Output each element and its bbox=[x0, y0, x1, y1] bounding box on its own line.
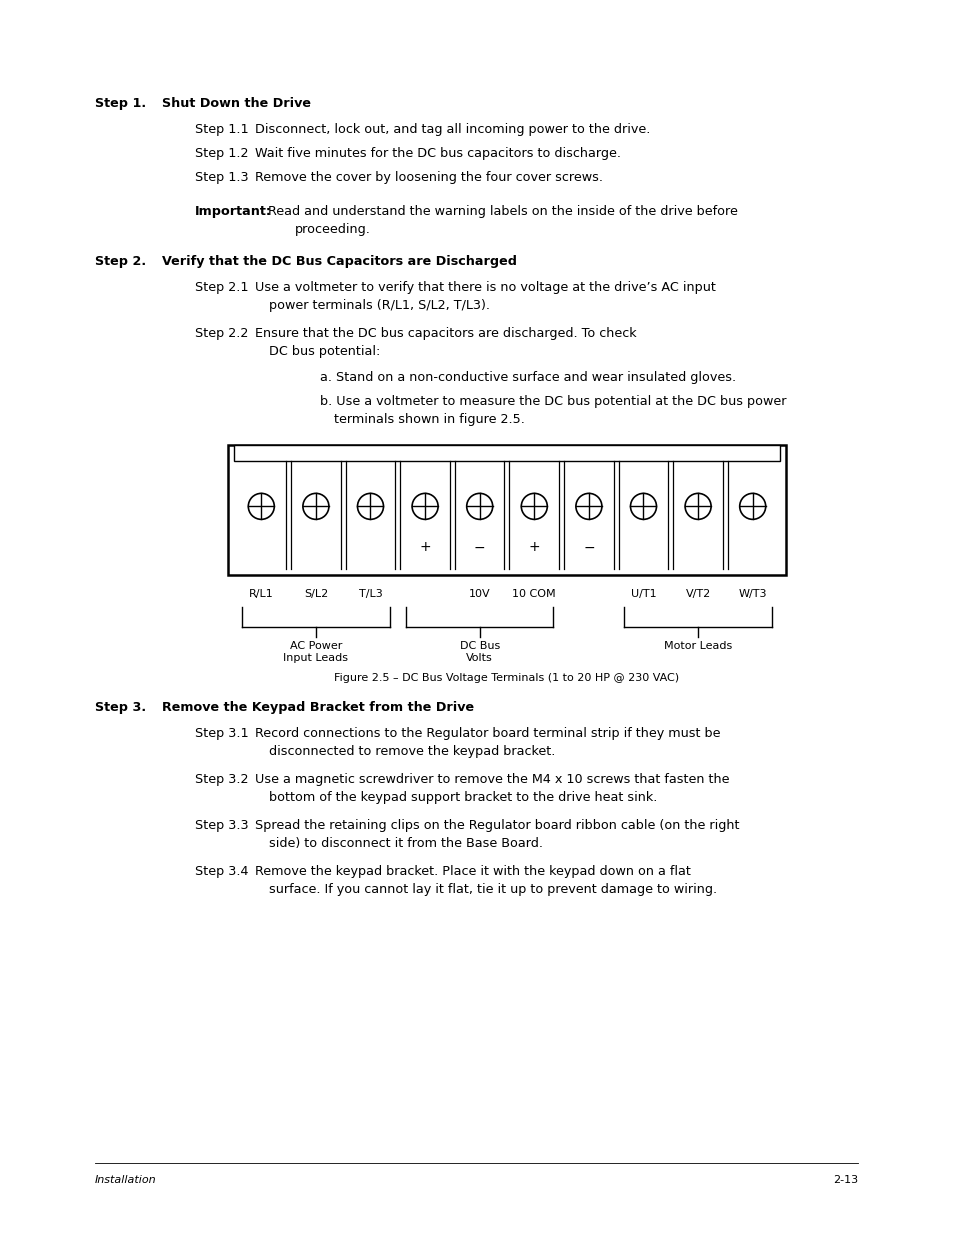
Text: +: + bbox=[419, 541, 431, 555]
Text: Step 3.2: Step 3.2 bbox=[194, 773, 248, 785]
Text: V/T2: V/T2 bbox=[685, 589, 710, 599]
Text: 10 COM: 10 COM bbox=[512, 589, 556, 599]
Text: +: + bbox=[528, 541, 539, 555]
Text: Verify that the DC Bus Capacitors are Discharged: Verify that the DC Bus Capacitors are Di… bbox=[162, 254, 517, 268]
Circle shape bbox=[466, 493, 492, 520]
Text: U/T1: U/T1 bbox=[630, 589, 656, 599]
Circle shape bbox=[248, 493, 274, 520]
Text: terminals shown in figure 2.5.: terminals shown in figure 2.5. bbox=[334, 412, 524, 426]
Text: Disconnect, lock out, and tag all incoming power to the drive.: Disconnect, lock out, and tag all incomi… bbox=[254, 124, 650, 136]
Text: b. Use a voltmeter to measure the DC bus potential at the DC bus power: b. Use a voltmeter to measure the DC bus… bbox=[319, 395, 785, 408]
Text: 2-13: 2-13 bbox=[832, 1174, 857, 1186]
Text: −: − bbox=[474, 541, 485, 555]
Circle shape bbox=[303, 493, 329, 520]
Circle shape bbox=[412, 493, 437, 520]
Circle shape bbox=[630, 493, 656, 520]
Circle shape bbox=[739, 493, 765, 520]
Text: Step 1.2: Step 1.2 bbox=[194, 147, 248, 161]
Text: Use a voltmeter to verify that there is no voltage at the drive’s AC input: Use a voltmeter to verify that there is … bbox=[254, 282, 715, 294]
Text: T/L3: T/L3 bbox=[358, 589, 382, 599]
Text: Shut Down the Drive: Shut Down the Drive bbox=[162, 98, 311, 110]
Text: Motor Leads: Motor Leads bbox=[663, 641, 732, 651]
Text: Step 2.: Step 2. bbox=[95, 254, 146, 268]
Text: a. Stand on a non-conductive surface and wear insulated gloves.: a. Stand on a non-conductive surface and… bbox=[319, 370, 736, 384]
Text: Remove the Keypad Bracket from the Drive: Remove the Keypad Bracket from the Drive bbox=[162, 701, 474, 714]
Text: Figure 2.5 – DC Bus Voltage Terminals (1 to 20 HP @ 230 VAC): Figure 2.5 – DC Bus Voltage Terminals (1… bbox=[335, 673, 679, 683]
Text: R/L1: R/L1 bbox=[249, 589, 274, 599]
Text: Spread the retaining clips on the Regulator board ribbon cable (on the right: Spread the retaining clips on the Regula… bbox=[254, 819, 739, 832]
Text: Step 3.: Step 3. bbox=[95, 701, 146, 714]
Text: Remove the cover by loosening the four cover screws.: Remove the cover by loosening the four c… bbox=[254, 170, 602, 184]
Text: Step 2.2: Step 2.2 bbox=[194, 327, 248, 340]
Text: Wait five minutes for the DC bus capacitors to discharge.: Wait five minutes for the DC bus capacit… bbox=[254, 147, 620, 161]
Circle shape bbox=[520, 493, 547, 520]
Text: Step 1.: Step 1. bbox=[95, 98, 146, 110]
Text: Step 2.1: Step 2.1 bbox=[194, 282, 248, 294]
Bar bbox=[228, 445, 785, 576]
Text: Remove the keypad bracket. Place it with the keypad down on a flat: Remove the keypad bracket. Place it with… bbox=[254, 864, 690, 878]
Text: bottom of the keypad support bracket to the drive heat sink.: bottom of the keypad support bracket to … bbox=[269, 790, 657, 804]
Text: Step 1.3: Step 1.3 bbox=[194, 170, 249, 184]
Text: −: − bbox=[582, 541, 594, 555]
Text: 10V: 10V bbox=[468, 589, 490, 599]
Text: Important:: Important: bbox=[194, 205, 272, 219]
Circle shape bbox=[684, 493, 710, 520]
Circle shape bbox=[357, 493, 383, 520]
Text: AC Power
Input Leads: AC Power Input Leads bbox=[283, 641, 348, 663]
Text: Step 3.3: Step 3.3 bbox=[194, 819, 249, 832]
Text: Record connections to the Regulator board terminal strip if they must be: Record connections to the Regulator boar… bbox=[254, 727, 720, 740]
Bar bbox=[233, 445, 780, 461]
Text: disconnected to remove the keypad bracket.: disconnected to remove the keypad bracke… bbox=[269, 745, 555, 758]
Text: DC Bus
Volts: DC Bus Volts bbox=[459, 641, 499, 663]
Text: W/T3: W/T3 bbox=[738, 589, 766, 599]
Text: DC bus potential:: DC bus potential: bbox=[269, 345, 380, 358]
Text: Step 3.1: Step 3.1 bbox=[194, 727, 249, 740]
Text: power terminals (R/L1, S/L2, T/L3).: power terminals (R/L1, S/L2, T/L3). bbox=[269, 299, 490, 312]
Text: Step 3.4: Step 3.4 bbox=[194, 864, 248, 878]
Text: Installation: Installation bbox=[95, 1174, 156, 1186]
Text: proceeding.: proceeding. bbox=[294, 224, 371, 236]
Circle shape bbox=[576, 493, 601, 520]
Text: S/L2: S/L2 bbox=[303, 589, 328, 599]
Text: Step 1.1: Step 1.1 bbox=[194, 124, 249, 136]
Text: Ensure that the DC bus capacitors are discharged. To check: Ensure that the DC bus capacitors are di… bbox=[254, 327, 636, 340]
Text: Read and understand the warning labels on the inside of the drive before: Read and understand the warning labels o… bbox=[268, 205, 737, 219]
Text: Use a magnetic screwdriver to remove the M4 x 10 screws that fasten the: Use a magnetic screwdriver to remove the… bbox=[254, 773, 729, 785]
Text: side) to disconnect it from the Base Board.: side) to disconnect it from the Base Boa… bbox=[269, 837, 542, 850]
Text: surface. If you cannot lay it flat, tie it up to prevent damage to wiring.: surface. If you cannot lay it flat, tie … bbox=[269, 883, 717, 897]
